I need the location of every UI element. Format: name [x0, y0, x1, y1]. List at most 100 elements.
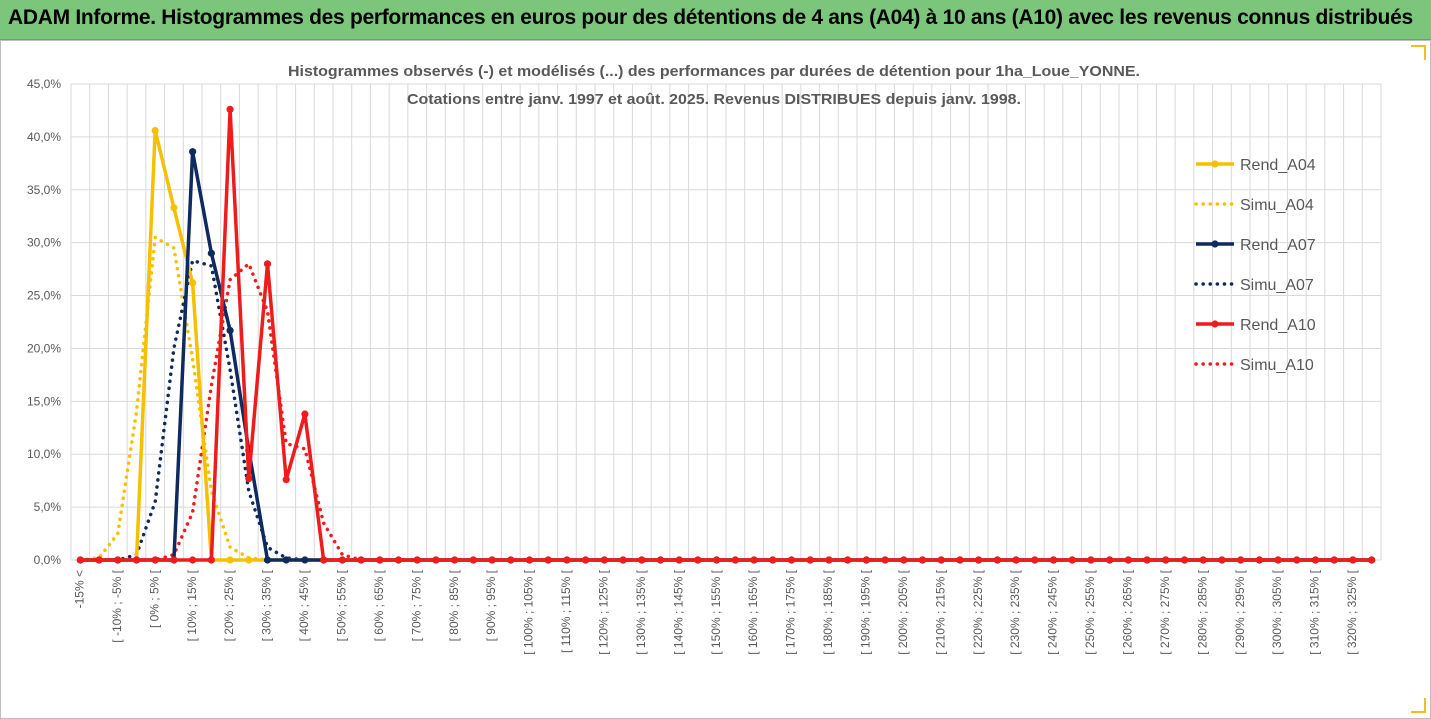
- data-point-rend_a10: [1349, 556, 1357, 564]
- data-point-rend_a10: [544, 556, 552, 564]
- data-point-rend_a10: [114, 556, 122, 564]
- data-point-rend_a10: [619, 556, 627, 564]
- data-point-rend_a10: [975, 556, 983, 564]
- data-point-rend_a10: [769, 556, 777, 564]
- data-point-rend_a10: [656, 556, 665, 564]
- legend-marker-rend_a07: [1211, 240, 1219, 248]
- data-point-rend_a04: [170, 204, 178, 212]
- data-point-rend_a10: [170, 556, 178, 564]
- y-tick-label: 45,0%: [27, 77, 61, 91]
- data-point-rend_a10: [1368, 556, 1376, 564]
- y-tick-label: 40,0%: [27, 130, 61, 144]
- data-point-rend_a04: [245, 556, 253, 564]
- data-point-rend_a10: [320, 556, 328, 564]
- data-point-rend_a10: [357, 556, 365, 564]
- legend-label-rend_a07: Rend_A07: [1240, 237, 1316, 254]
- data-point-rend_a10: [1087, 556, 1095, 564]
- legend-label-simu_a04: Simu_A04: [1240, 197, 1314, 214]
- data-point-rend_a10: [881, 556, 889, 564]
- x-tick-label: [ 300% ; 305% [: [1270, 569, 1284, 654]
- data-point-rend_a10: [713, 556, 721, 564]
- report-title: ADAM Informe. Histogrammes des performan…: [8, 6, 1413, 29]
- data-point-rend_a10: [862, 556, 870, 564]
- data-point-rend_a10: [525, 556, 534, 564]
- data-point-rend_a04: [189, 279, 197, 287]
- data-point-rend_a07: [226, 326, 234, 335]
- data-point-rend_a10: [1330, 556, 1338, 564]
- data-point-rend_a10: [825, 556, 833, 564]
- x-tick-label: [ 290% ; 295% [: [1233, 569, 1247, 654]
- data-point-rend_a10: [245, 474, 253, 483]
- data-point-rend_a10: [132, 556, 141, 564]
- y-tick-label: 10,0%: [27, 447, 61, 461]
- x-tick-label: [ 320% ; 325% [: [1345, 569, 1359, 654]
- data-point-rend_a10: [993, 556, 1001, 564]
- data-point-rend_a10: [918, 556, 927, 564]
- data-point-rend_a10: [151, 556, 159, 564]
- data-point-rend_a07: [282, 556, 290, 564]
- report-banner: ADAM Informe. Histogrammes des performan…: [0, 0, 1431, 40]
- data-point-rend_a10: [394, 556, 403, 564]
- x-tick-label: [ 120% ; 125% [: [597, 569, 611, 654]
- data-point-rend_a10: [806, 556, 814, 564]
- data-point-rend_a10: [563, 556, 571, 564]
- data-point-rend_a04: [151, 126, 159, 135]
- x-tick-label: [ 60% ; 65% [: [372, 569, 386, 641]
- data-point-rend_a10: [469, 556, 477, 564]
- data-point-rend_a10: [95, 556, 103, 564]
- chart-subtitle: Cotations entre janv. 1997 et août. 2025…: [407, 91, 1021, 108]
- data-point-rend_a10: [787, 556, 796, 564]
- corner-accent: [1411, 45, 1426, 60]
- legend-marker-rend_a04: [1211, 160, 1219, 168]
- x-tick-label: [ 140% ; 145% [: [671, 569, 685, 654]
- data-point-rend_a10: [600, 556, 608, 564]
- x-tick-label: [ 80% ; 85% [: [447, 569, 461, 641]
- legend-label-simu_a07: Simu_A07: [1240, 277, 1314, 294]
- legend-label-simu_a10: Simu_A10: [1240, 357, 1314, 374]
- legend-label-rend_a10: Rend_A10: [1240, 317, 1316, 334]
- data-point-rend_a10: [1237, 556, 1245, 564]
- data-point-rend_a10: [413, 556, 421, 564]
- data-point-rend_a10: [750, 556, 758, 564]
- x-tick-label: [ 100% ; 105% [: [522, 569, 536, 654]
- y-tick-label: 5,0%: [34, 500, 62, 514]
- data-point-rend_a10: [1143, 556, 1151, 564]
- data-point-rend_a10: [338, 556, 346, 564]
- corner-accent: [1411, 698, 1426, 713]
- x-tick-label: [ 210% ; 215% [: [933, 569, 947, 654]
- y-tick-label: 35,0%: [27, 183, 61, 197]
- data-point-rend_a10: [301, 410, 309, 418]
- data-point-rend_a10: [1274, 556, 1282, 564]
- data-point-rend_a10: [638, 556, 646, 564]
- y-tick-label: 30,0%: [27, 236, 61, 250]
- data-point-rend_a07: [263, 556, 272, 564]
- x-tick-label: [ 270% ; 275% [: [1158, 569, 1172, 654]
- x-tick-label: [ 130% ; 135% [: [634, 569, 648, 654]
- legend-marker-rend_a10: [1211, 320, 1219, 328]
- x-tick-label: [ 150% ; 155% [: [709, 569, 723, 654]
- x-tick-label: [ 260% ; 265% [: [1121, 569, 1135, 654]
- data-point-rend_a10: [1068, 556, 1076, 564]
- x-tick-label: [ 50% ; 55% [: [335, 569, 349, 641]
- x-tick-label: [ 310% ; 315% [: [1308, 569, 1322, 654]
- x-tick-label: [ 10% ; 15% [: [185, 569, 199, 641]
- data-point-rend_a10: [226, 105, 234, 113]
- x-tick-label: [ 20% ; 25% [: [222, 569, 236, 641]
- x-tick-label: [ -10% ; -5% [: [110, 569, 124, 642]
- data-point-rend_a10: [675, 556, 683, 564]
- data-point-rend_a10: [1049, 556, 1058, 564]
- legend-label-rend_a04: Rend_A04: [1240, 157, 1316, 174]
- x-tick-label: [ 230% ; 235% [: [1008, 569, 1022, 654]
- y-tick-label: 15,0%: [27, 394, 61, 408]
- data-point-rend_a10: [1255, 556, 1263, 564]
- data-point-rend_a10: [1124, 556, 1132, 564]
- data-point-rend_a10: [1106, 556, 1114, 564]
- data-point-rend_a10: [263, 260, 272, 268]
- data-point-rend_a10: [1162, 556, 1170, 564]
- data-point-rend_a10: [1031, 556, 1039, 564]
- data-point-rend_a04: [226, 556, 234, 564]
- x-tick-label: [ 110% ; 115% [: [559, 569, 573, 653]
- data-point-rend_a10: [451, 556, 459, 564]
- x-tick-label: [ 40% ; 45% [: [297, 569, 311, 641]
